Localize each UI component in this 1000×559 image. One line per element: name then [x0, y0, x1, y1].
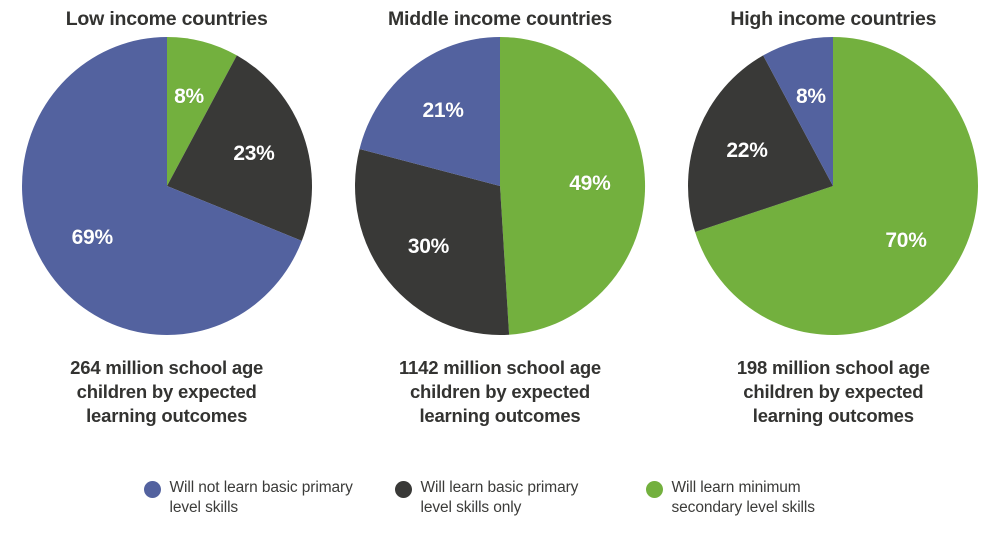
pie-slice-percentage-label: 8% [174, 84, 204, 108]
caption-line: 264 million school age [70, 357, 264, 379]
legend-item-will-learn-basic-primary-only: Will learn basic primary level skills on… [394, 478, 606, 519]
pie-slice-percentage-label: 70% [885, 228, 927, 252]
legend-swatch-icon [394, 481, 412, 498]
pie-slice-percentage-label: 8% [796, 84, 826, 108]
legend-label: Will learn minimum secondary level skill… [671, 479, 815, 517]
pie-slice [499, 37, 646, 336]
legend-item-will-learn-minimum-secondary: Will learn minimum secondary level skill… [645, 478, 857, 519]
legend-item-will-not-learn-basic-primary: Will not learn basic primary level skill… [143, 478, 355, 519]
caption-line: learning outcomes [419, 404, 581, 426]
pie-slice-percentage-label: 22% [726, 139, 768, 163]
pie-slice-percentage-label: 23% [233, 142, 275, 166]
legend-swatch-icon [645, 481, 663, 498]
panel-caption: 264 million school age children by expec… [17, 356, 317, 427]
caption-line: learning outcomes [86, 404, 248, 426]
pie-slice [354, 149, 510, 336]
pie-slice-percentage-label: 21% [422, 99, 464, 123]
panel-caption: 198 million school age children by expec… [683, 356, 983, 427]
pie-slice [21, 37, 302, 336]
pie-svg [354, 37, 646, 336]
panel-caption: 1142 million school age children by expe… [350, 356, 650, 427]
caption-line: children by expected [409, 381, 590, 403]
pie-slice-percentage-label: 49% [569, 171, 611, 195]
caption-line: children by expected [76, 381, 257, 403]
pie-slice [695, 37, 979, 336]
panel-high-income: High income countries 70% 22% 8% 198 milli… [667, 0, 1000, 450]
panel-title: Middle income countries [387, 8, 612, 30]
pie-slice [763, 37, 834, 187]
caption-line: children by expected [743, 381, 924, 403]
caption-line: 1142 million school age [398, 357, 602, 379]
caption-line: learning outcomes [752, 404, 914, 426]
legend-label: Will not learn basic primary level skill… [169, 479, 353, 517]
pie-svg [21, 37, 312, 336]
pie-slice [688, 55, 834, 233]
panel-title: Low income countries [65, 8, 268, 30]
pie-slice [359, 37, 500, 187]
chart-legend: Will not learn basic primary level skill… [0, 478, 1000, 548]
pie-chart-middle-income: 49% 30% 21% [354, 36, 646, 336]
pie-slice [166, 55, 312, 242]
panel-title: High income countries [730, 8, 937, 30]
pie-panels-row: Low income countries 8% 23% 69% 264 millio… [0, 0, 1000, 450]
pie-chart-low-income: 8% 23% 69% [21, 36, 313, 336]
caption-line: 198 million school age [736, 357, 930, 379]
legend-label: Will learn basic primary level skills on… [420, 479, 579, 517]
pie-slice-percentage-label: 69% [71, 226, 113, 250]
pie-svg [688, 37, 979, 336]
panel-low-income: Low income countries 8% 23% 69% 264 millio… [0, 0, 333, 450]
pie-slice [166, 37, 237, 187]
panel-middle-income: Middle income countries 49% 30% 21% 1142 m… [333, 0, 666, 450]
legend-swatch-icon [143, 481, 161, 498]
pie-chart-high-income: 70% 22% 8% [687, 36, 979, 336]
pie-slice-percentage-label: 30% [407, 235, 450, 259]
